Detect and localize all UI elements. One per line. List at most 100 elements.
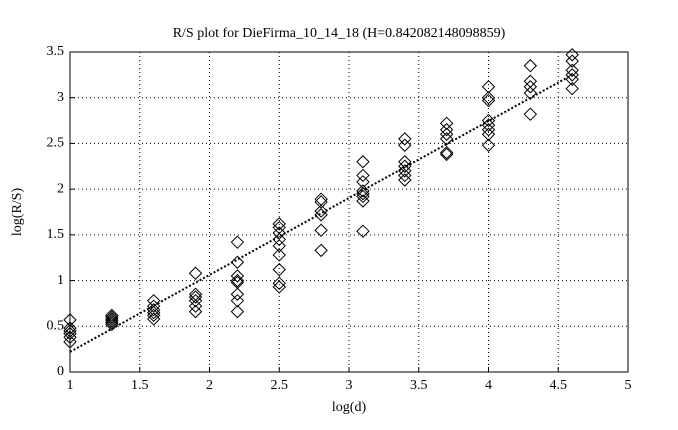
point (565, 48, 579, 62)
point (272, 226, 286, 240)
x-tick-label: 3 (346, 378, 353, 393)
point (439, 116, 454, 131)
point (439, 123, 454, 137)
point (523, 80, 538, 94)
point (314, 223, 328, 237)
point (314, 208, 328, 222)
point (439, 147, 454, 162)
point (105, 314, 119, 328)
point (356, 155, 370, 169)
x-tick-label: 4 (485, 378, 492, 393)
point (146, 305, 161, 320)
point (356, 224, 370, 238)
x-tick-label: 2 (206, 378, 213, 393)
point (523, 59, 538, 73)
point (272, 217, 286, 231)
point (272, 262, 286, 277)
point (63, 335, 77, 349)
point (63, 326, 77, 341)
point (272, 232, 286, 247)
point (230, 304, 245, 319)
y-tick-label: 1 (57, 273, 64, 288)
point (188, 304, 203, 319)
point (146, 308, 161, 323)
point (398, 155, 412, 169)
point (272, 276, 286, 291)
point (188, 290, 203, 304)
point (63, 324, 77, 338)
point (356, 184, 370, 198)
point (481, 93, 496, 108)
y-tick-label: 3 (57, 90, 64, 105)
fit-line (69, 73, 573, 353)
point (565, 81, 579, 96)
point (481, 123, 496, 137)
point (356, 189, 370, 204)
point (272, 239, 286, 253)
point (63, 321, 77, 335)
y-tick-label: 2 (57, 181, 64, 196)
point (272, 280, 286, 294)
point (523, 86, 538, 100)
point (314, 195, 328, 209)
point (398, 164, 412, 178)
point (481, 138, 496, 152)
point (230, 269, 245, 283)
plot-frame (69, 51, 629, 373)
x-axis-label: log(d) (332, 400, 367, 415)
x-tick-label: 5 (625, 378, 632, 393)
y-tick-label: 1.5 (47, 227, 65, 242)
point (105, 308, 119, 323)
point (565, 63, 579, 77)
point (356, 194, 370, 208)
point (188, 299, 203, 313)
point (356, 168, 370, 183)
point (565, 54, 579, 68)
x-tick-label: 4.5 (550, 378, 568, 393)
point (398, 168, 412, 183)
point (398, 173, 412, 187)
chart-title: R/S plot for DieFirma_10_14_18 (H=0.8420… (173, 26, 506, 41)
point (146, 312, 161, 326)
point (314, 243, 328, 258)
point (188, 266, 203, 280)
point (105, 312, 119, 326)
point (105, 310, 119, 324)
point (398, 138, 412, 152)
point (523, 107, 538, 121)
point (105, 315, 119, 330)
point (146, 299, 161, 313)
point (272, 248, 286, 262)
point (439, 127, 454, 141)
point (63, 313, 77, 327)
point (565, 68, 579, 82)
point (230, 235, 245, 249)
point (314, 204, 328, 218)
point (481, 113, 496, 128)
point (356, 187, 370, 201)
x-tick-label: 2.5 (271, 378, 289, 393)
point (439, 145, 454, 160)
point (63, 330, 77, 344)
point (398, 132, 412, 146)
point (481, 80, 496, 94)
point (398, 159, 412, 173)
point (230, 273, 245, 288)
point (188, 293, 203, 308)
point (230, 287, 245, 301)
point (105, 317, 119, 332)
point (481, 91, 496, 105)
y-tick-label: 3.5 (47, 44, 65, 59)
x-tick-label: 3.5 (410, 378, 428, 393)
point (230, 255, 245, 269)
point (146, 303, 161, 317)
y-tick-label: 0 (57, 364, 64, 379)
x-tick-label: 1.5 (131, 378, 149, 393)
point (230, 293, 245, 308)
y-tick-label: 2.5 (47, 136, 65, 151)
y-axis-label: log(R/S) (10, 188, 25, 237)
point (481, 127, 496, 141)
y-tick-label: 0.5 (47, 319, 65, 334)
